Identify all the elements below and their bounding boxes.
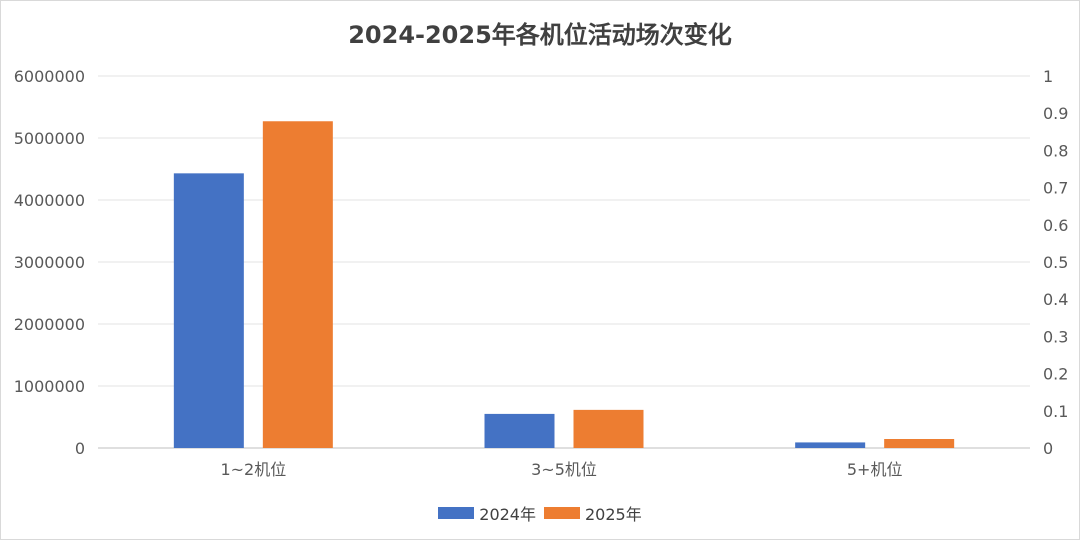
y-tick-label: 4000000	[14, 191, 85, 210]
y2-tick-label: 0.3	[1043, 327, 1068, 346]
bar-2025	[884, 439, 955, 448]
bar-2025	[262, 121, 333, 448]
chart-legend: 2024年 2025年	[1, 501, 1079, 525]
y2-tick-label: 0.1	[1043, 402, 1068, 421]
bar-2025	[573, 409, 644, 448]
y2-tick-label: 0.7	[1043, 179, 1068, 198]
y-tick-label: 2000000	[14, 315, 85, 334]
legend-item-2024: 2024年	[438, 501, 536, 525]
y-tick-label: 0	[75, 439, 85, 458]
bar-2024	[173, 173, 244, 448]
legend-label-2024: 2024年	[479, 505, 536, 524]
y-tick-label: 6000000	[14, 67, 85, 86]
y2-tick-label: 0.5	[1043, 253, 1068, 272]
legend-swatch-2024	[438, 507, 475, 519]
x-tick-label: 1~2机位	[220, 460, 286, 479]
bar-2024	[795, 442, 866, 448]
legend-label-2025: 2025年	[585, 505, 642, 524]
chart-title: 2024-2025年各机位活动场次变化	[348, 21, 732, 49]
legend-swatch-2025	[544, 507, 580, 519]
y2-tick-label: 1	[1043, 67, 1053, 86]
y2-tick-label: 0.9	[1043, 104, 1068, 123]
y2-tick-label: 0.8	[1043, 141, 1068, 160]
x-tick-label: 5+机位	[847, 460, 903, 479]
y-tick-label: 3000000	[14, 253, 85, 272]
x-tick-label: 3~5机位	[531, 460, 597, 479]
y2-tick-label: 0	[1043, 439, 1053, 458]
y2-tick-label: 0.6	[1043, 216, 1068, 235]
y-tick-label: 1000000	[14, 377, 85, 396]
bar-2024	[484, 413, 555, 448]
y2-tick-label: 0.2	[1043, 365, 1068, 384]
legend-item-2025: 2025年	[544, 501, 642, 525]
y2-tick-label: 0.4	[1043, 290, 1068, 309]
y-tick-label: 5000000	[14, 129, 85, 148]
